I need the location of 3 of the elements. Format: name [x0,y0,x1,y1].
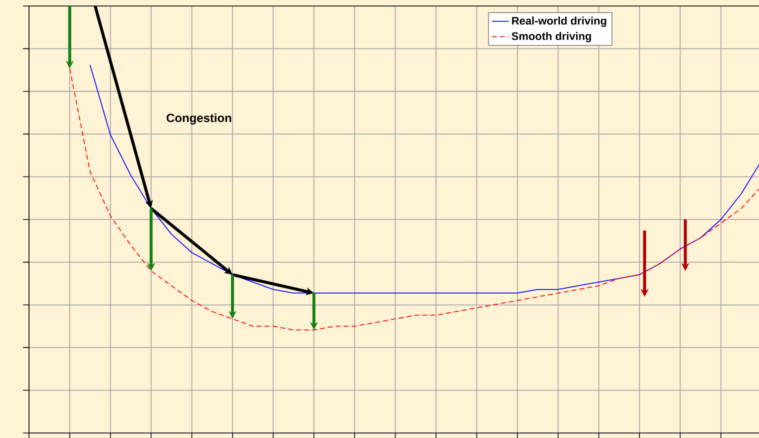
legend-label: Smooth driving [512,32,591,42]
annotation: Congestion [166,113,232,125]
legend-label: Real-world driving [512,16,606,27]
